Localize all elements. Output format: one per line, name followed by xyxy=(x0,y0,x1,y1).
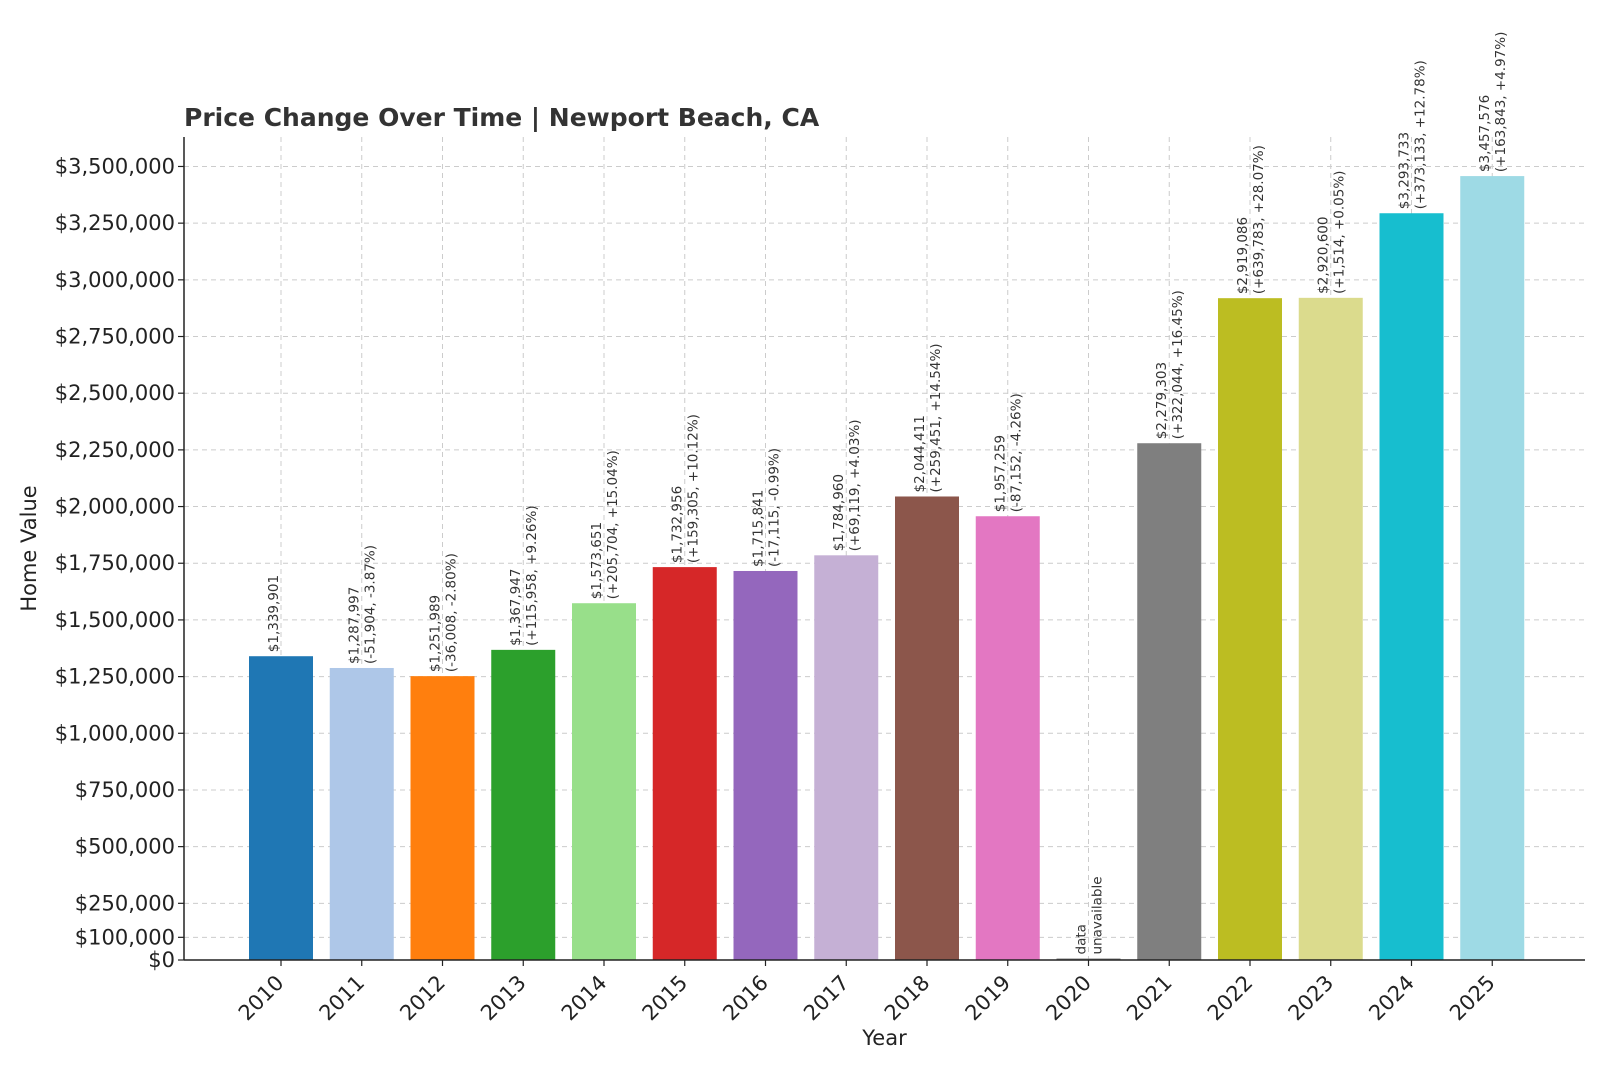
x-tick-label: 2024 xyxy=(1364,971,1419,1026)
y-tick-label: $100,000 xyxy=(75,925,175,949)
y-tick-label: $3,500,000 xyxy=(55,154,175,178)
x-tick-label: 2014 xyxy=(557,971,612,1026)
bar-2013 xyxy=(491,649,556,960)
change-label: unavailable xyxy=(1090,876,1106,954)
bar-2022 xyxy=(1218,298,1282,960)
change-label: (+69,119, +4.03%) xyxy=(847,419,863,551)
y-tick-label: $1,750,000 xyxy=(55,551,175,575)
y-tick-label: $1,250,000 xyxy=(55,665,175,689)
y-tick-label: $500,000 xyxy=(75,835,175,859)
bar-2021 xyxy=(1137,443,1202,960)
change-label: (+115,958, +9.26%) xyxy=(524,505,540,645)
grid-lines xyxy=(184,137,1585,960)
x-tick-label: 2011 xyxy=(315,971,370,1026)
bar-2024 xyxy=(1379,213,1444,961)
value-label: $1,251,989 xyxy=(428,595,444,672)
change-label: (+322,044, +16.45%) xyxy=(1170,290,1186,439)
y-tick-label: $3,250,000 xyxy=(55,211,175,235)
value-label: $1,732,956 xyxy=(670,486,686,563)
x-tick-label: 2017 xyxy=(799,971,854,1026)
y-axis-ticks: $0$100,000 $250,000 $500,000 $750,000 $1,000… xyxy=(55,154,184,972)
x-tick-label: 2016 xyxy=(718,971,773,1026)
y-tick-label: $1,000,000 xyxy=(55,721,175,745)
value-label: $2,279,303 xyxy=(1154,362,1170,439)
x-tick-label: 2012 xyxy=(395,971,450,1026)
x-axis-label: Year xyxy=(861,1026,907,1050)
y-tick-label: $250,000 xyxy=(75,891,175,915)
y-tick-label: $2,000,000 xyxy=(55,495,175,519)
y-axis-label: Home Value xyxy=(17,485,41,611)
change-label: (+205,704, +15.04%) xyxy=(605,450,621,599)
change-label: (+163,843, +4.97%) xyxy=(1493,32,1509,172)
value-label: $3,293,733 xyxy=(1397,132,1413,209)
x-tick-label: 2013 xyxy=(476,971,531,1026)
change-label: (+259,451, +14.54%) xyxy=(928,343,944,492)
change-label: (-36,008, -2.80%) xyxy=(444,553,460,672)
x-tick-label: 2022 xyxy=(1203,971,1258,1026)
y-tick-label: $0 xyxy=(148,948,175,972)
value-label: $1,339,901 xyxy=(266,575,282,652)
data-labels: $1,339,901 $1,287,997 (-51,904, -3.87%) $1,… xyxy=(266,32,1509,955)
value-label: data xyxy=(1074,924,1090,954)
change-label: (+159,305, +10.12%) xyxy=(686,414,702,563)
y-tick-label: $2,250,000 xyxy=(55,438,175,462)
x-tick-label: 2025 xyxy=(1445,971,1500,1026)
x-axis-ticks: 2010 2011 2012 2013 2014 2015 2016 2017 2018 2019… xyxy=(234,960,1500,1025)
value-label: $2,920,600 xyxy=(1316,217,1332,294)
x-tick-label: 2021 xyxy=(1122,971,1177,1026)
value-label: $2,919,086 xyxy=(1235,217,1251,294)
x-tick-label: 2019 xyxy=(961,971,1016,1026)
bar-2011 xyxy=(329,667,394,960)
bar-2015 xyxy=(652,567,717,960)
bar-2012 xyxy=(410,676,475,960)
x-tick-label: 2015 xyxy=(638,971,693,1026)
bar-2016 xyxy=(733,570,798,960)
value-label: $1,287,997 xyxy=(347,587,363,664)
value-label: $1,367,947 xyxy=(508,569,524,646)
y-tick-label: $3,000,000 xyxy=(55,268,175,292)
bars xyxy=(249,176,1525,961)
y-tick-label: $1,500,000 xyxy=(55,608,175,632)
value-label: $1,957,259 xyxy=(993,435,1009,512)
y-tick-label: $750,000 xyxy=(75,778,175,802)
chart-title: Price Change Over Time | Newport Beach, … xyxy=(184,103,820,132)
value-label: $2,044,411 xyxy=(912,415,928,492)
bar-2017 xyxy=(814,555,879,960)
change-label: (-17,115, -0.99%) xyxy=(767,448,783,567)
change-label: (-87,152, -4.26%) xyxy=(1009,393,1025,512)
y-tick-label: $2,500,000 xyxy=(55,381,175,405)
value-label: $1,573,651 xyxy=(589,522,605,599)
value-label: $1,715,841 xyxy=(751,490,767,567)
x-tick-label: 2010 xyxy=(234,971,289,1026)
bar-2023 xyxy=(1298,297,1363,960)
bar-2019 xyxy=(975,516,1040,960)
x-tick-label: 2023 xyxy=(1284,971,1339,1026)
value-label: $3,457,576 xyxy=(1477,95,1493,172)
y-tick-label: $2,750,000 xyxy=(55,325,175,349)
x-tick-label: 2018 xyxy=(880,971,935,1026)
value-label: $1,784,960 xyxy=(831,474,847,551)
change-label: (-51,904, -3.87%) xyxy=(363,545,379,664)
bar-2014 xyxy=(572,603,636,960)
bar-2010 xyxy=(249,656,313,960)
change-label: (+639,783, +28.07%) xyxy=(1251,145,1267,294)
bar-2018 xyxy=(895,496,959,960)
x-tick-label: 2020 xyxy=(1041,971,1096,1026)
bar-2025 xyxy=(1460,176,1525,960)
change-label: (+1,514, +0.05%) xyxy=(1332,171,1348,294)
change-label: (+373,133, +12.78%) xyxy=(1413,60,1429,209)
